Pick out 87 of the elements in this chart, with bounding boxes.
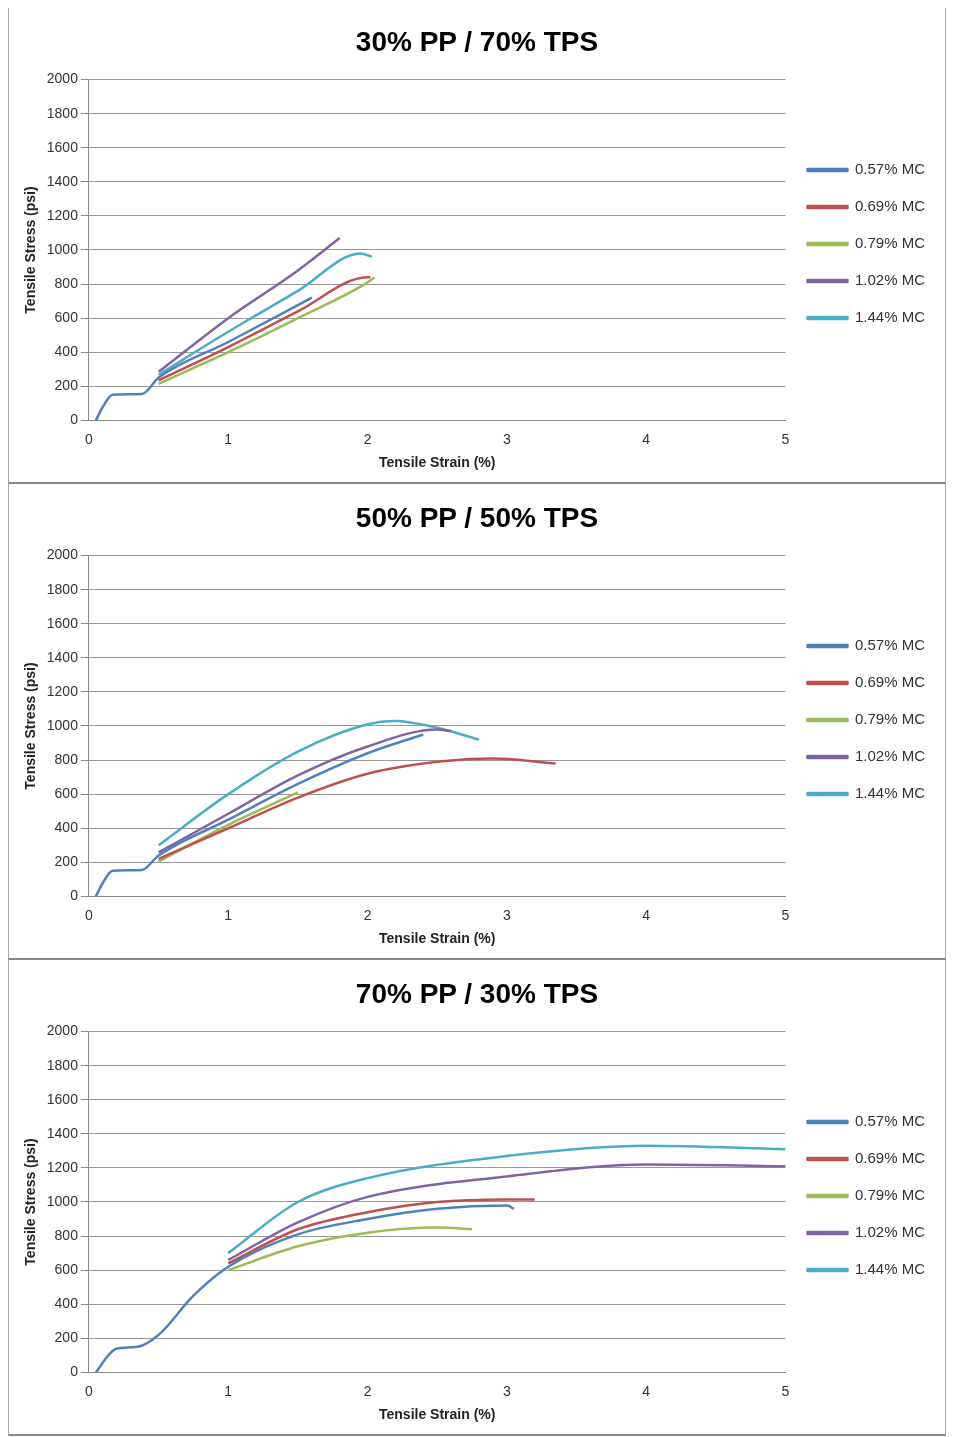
legend-label: 1.02% MC bbox=[854, 1223, 926, 1241]
line-series bbox=[94, 733, 425, 897]
y-tick-label: 1400 bbox=[46, 648, 79, 665]
x-tick-label: 5 bbox=[781, 430, 790, 447]
legend-label: 0.69% MC bbox=[854, 1149, 926, 1167]
y-tick-label: 1800 bbox=[46, 580, 79, 597]
line-series bbox=[157, 728, 453, 854]
y-tick-label: 1000 bbox=[46, 240, 79, 257]
legend-label: 0.57% MC bbox=[854, 1112, 926, 1130]
x-tick-label: 0 bbox=[85, 906, 94, 923]
legend-label: 1.44% MC bbox=[854, 1260, 926, 1278]
legend-label: 1.02% MC bbox=[854, 271, 926, 289]
x-tick-label: 1 bbox=[224, 430, 233, 447]
x-tick-label: 1 bbox=[224, 1382, 233, 1399]
legend-label: 0.57% MC bbox=[854, 160, 926, 178]
line-series bbox=[157, 236, 341, 374]
x-tick-label: 1 bbox=[224, 906, 233, 923]
y-tick-label: 1400 bbox=[46, 172, 79, 189]
x-tick-label: 5 bbox=[781, 1382, 790, 1399]
x-tick-label: 3 bbox=[502, 430, 511, 447]
legend-label: 0.79% MC bbox=[854, 234, 926, 252]
x-tick-label: 0 bbox=[85, 1382, 94, 1399]
y-tick-label: 600 bbox=[54, 1261, 79, 1278]
x-axis-title: Tensile Strain (%) bbox=[378, 454, 496, 471]
y-tick-label: 1600 bbox=[46, 614, 79, 631]
line-series bbox=[227, 1163, 786, 1262]
y-axis-title: Tensile Stress (psi) bbox=[22, 662, 39, 790]
y-tick-label: 600 bbox=[54, 309, 79, 326]
y-tick-label: 800 bbox=[54, 750, 79, 767]
x-axis-title: Tensile Strain (%) bbox=[378, 930, 496, 947]
legend-label: 0.79% MC bbox=[854, 710, 926, 728]
y-axis-title: Tensile Stress (psi) bbox=[22, 1138, 39, 1266]
y-tick-label: 1800 bbox=[46, 104, 79, 121]
x-tick-label: 2 bbox=[363, 430, 372, 447]
x-tick-label: 3 bbox=[502, 906, 511, 923]
y-tick-label: 1800 bbox=[46, 1056, 79, 1073]
y-tick-label: 1200 bbox=[46, 682, 79, 699]
x-tick-label: 0 bbox=[85, 430, 94, 447]
y-tick-label: 2000 bbox=[46, 70, 79, 87]
y-tick-label: 1000 bbox=[46, 1192, 79, 1209]
x-tick-label: 2 bbox=[363, 906, 372, 923]
y-tick-label: 400 bbox=[54, 1295, 79, 1312]
legend-label: 0.79% MC bbox=[854, 1186, 926, 1204]
x-tick-label: 2 bbox=[363, 1382, 372, 1399]
line-series bbox=[227, 1144, 786, 1255]
y-tick-label: 400 bbox=[54, 343, 79, 360]
y-tick-label: 800 bbox=[54, 1226, 79, 1243]
y-tick-label: 0 bbox=[70, 887, 79, 904]
y-tick-label: 800 bbox=[54, 274, 79, 291]
legend-label: 0.57% MC bbox=[854, 636, 926, 654]
legend-label: 0.69% MC bbox=[854, 197, 926, 215]
y-tick-label: 0 bbox=[70, 411, 79, 428]
y-tick-label: 400 bbox=[54, 819, 79, 836]
x-tick-label: 4 bbox=[642, 906, 651, 923]
line-series bbox=[94, 1204, 516, 1373]
line-series bbox=[227, 1198, 536, 1265]
y-tick-label: 600 bbox=[54, 785, 79, 802]
y-tick-label: 2000 bbox=[46, 1022, 79, 1039]
x-tick-label: 5 bbox=[781, 906, 790, 923]
y-tick-label: 1400 bbox=[46, 1124, 79, 1141]
line-series bbox=[227, 1226, 474, 1272]
y-axis-title: Tensile Stress (psi) bbox=[22, 186, 39, 314]
y-tick-label: 1000 bbox=[46, 716, 79, 733]
y-tick-label: 1600 bbox=[46, 1090, 79, 1107]
x-tick-label: 4 bbox=[642, 430, 651, 447]
chart-title: 50% PP / 50% TPS bbox=[355, 501, 599, 533]
y-tick-label: 1200 bbox=[46, 206, 79, 223]
line-series bbox=[157, 252, 373, 376]
legend-label: 1.44% MC bbox=[854, 784, 926, 802]
y-tick-label: 200 bbox=[54, 853, 79, 870]
y-tick-label: 200 bbox=[54, 377, 79, 394]
x-tick-label: 4 bbox=[642, 1382, 651, 1399]
legend-label: 1.02% MC bbox=[854, 747, 926, 765]
legend-label: 0.69% MC bbox=[854, 673, 926, 691]
y-tick-label: 2000 bbox=[46, 546, 79, 563]
legend-label: 1.44% MC bbox=[854, 308, 926, 326]
x-tick-label: 3 bbox=[502, 1382, 511, 1399]
line-series bbox=[157, 757, 557, 861]
y-tick-label: 0 bbox=[70, 1363, 79, 1380]
y-tick-label: 1600 bbox=[46, 138, 79, 155]
y-tick-label: 200 bbox=[54, 1329, 79, 1346]
line-series bbox=[94, 296, 314, 421]
chart-title: 30% PP / 70% TPS bbox=[355, 25, 599, 57]
x-axis-title: Tensile Strain (%) bbox=[378, 1406, 496, 1423]
line-series bbox=[157, 719, 481, 847]
chart-title: 70% PP / 30% TPS bbox=[355, 977, 599, 1009]
y-tick-label: 1200 bbox=[46, 1158, 79, 1175]
